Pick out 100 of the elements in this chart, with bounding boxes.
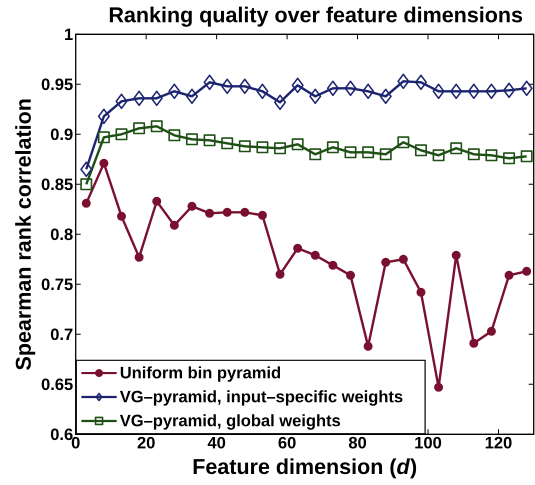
x-tick-label: 0 xyxy=(72,436,80,449)
point xyxy=(362,146,374,158)
point xyxy=(293,244,302,253)
y-tick-label: 0.6 xyxy=(50,428,73,440)
x-tick-label: 120 xyxy=(486,436,512,449)
point xyxy=(116,128,128,140)
point xyxy=(468,148,480,160)
point xyxy=(380,148,392,160)
point xyxy=(344,146,357,158)
point xyxy=(134,252,144,262)
point xyxy=(292,77,304,94)
point xyxy=(310,250,320,260)
point xyxy=(238,78,251,94)
point xyxy=(328,260,338,270)
point xyxy=(432,84,445,100)
point xyxy=(186,133,198,146)
point xyxy=(240,208,250,217)
point xyxy=(274,142,286,154)
legend-label: VG–pyramid, input–specific weights xyxy=(120,390,402,406)
point xyxy=(98,108,110,124)
point xyxy=(398,254,408,264)
legend-label: Uniform bin pyramid xyxy=(120,366,280,382)
point xyxy=(380,88,392,104)
chart-title: Ranking quality over feature dimensions xyxy=(110,6,522,27)
point xyxy=(99,158,108,168)
point xyxy=(256,84,268,100)
point xyxy=(326,80,339,96)
point xyxy=(80,178,92,190)
point xyxy=(485,149,498,162)
point xyxy=(362,84,374,100)
point xyxy=(221,78,234,94)
point xyxy=(416,288,426,297)
point xyxy=(326,141,339,154)
point xyxy=(452,250,461,260)
point xyxy=(504,270,514,280)
point xyxy=(502,82,516,98)
x-tick-label: 100 xyxy=(415,436,442,449)
point xyxy=(309,148,322,160)
point xyxy=(205,208,214,218)
y-tick-label: 0.85 xyxy=(42,178,73,190)
point xyxy=(222,208,232,217)
x-tick-label: 40 xyxy=(208,436,226,449)
point xyxy=(381,258,390,267)
point xyxy=(204,134,216,146)
point xyxy=(434,382,444,392)
point xyxy=(503,152,516,164)
point xyxy=(187,202,196,211)
point xyxy=(292,138,304,150)
point xyxy=(486,326,496,336)
point xyxy=(82,198,91,208)
point xyxy=(258,210,267,220)
x-tick-label: 80 xyxy=(348,436,366,449)
y-tick-label: 0.7 xyxy=(50,328,72,340)
y-tick-label: 0.75 xyxy=(42,278,73,290)
point xyxy=(485,84,498,100)
point xyxy=(274,94,286,110)
point xyxy=(256,141,268,154)
point xyxy=(346,270,356,280)
point xyxy=(204,74,216,90)
point xyxy=(186,88,198,104)
point xyxy=(450,84,462,100)
x-tick-label: 20 xyxy=(138,436,155,449)
y-tick-label: 0.65 xyxy=(42,378,73,390)
point xyxy=(150,90,163,106)
point xyxy=(432,149,445,162)
point xyxy=(414,144,427,156)
point xyxy=(520,80,533,96)
point xyxy=(468,84,480,100)
point xyxy=(522,266,532,276)
point xyxy=(238,140,251,152)
point xyxy=(276,270,285,279)
point xyxy=(168,129,180,142)
point xyxy=(397,136,410,148)
point xyxy=(450,142,462,154)
point xyxy=(117,212,126,221)
y-tick-label: 1 xyxy=(65,28,73,40)
point xyxy=(221,137,234,150)
point xyxy=(344,80,357,96)
point xyxy=(397,73,410,90)
point xyxy=(364,342,373,351)
point xyxy=(520,150,533,162)
x-axis-title: Feature dimension (d) xyxy=(194,458,416,478)
point xyxy=(115,93,128,110)
point xyxy=(152,196,162,206)
point xyxy=(80,161,92,178)
point xyxy=(133,122,146,134)
point xyxy=(414,74,428,90)
y-axis-title: Spearman rank correlation xyxy=(15,99,36,370)
point xyxy=(150,120,163,132)
point xyxy=(168,84,180,100)
point xyxy=(170,220,179,230)
legend-label: VG–pyramid, global weights xyxy=(120,414,340,430)
y-tick-label: 0.95 xyxy=(42,78,73,90)
point xyxy=(469,338,478,348)
point xyxy=(98,131,110,144)
x-tick-label: 60 xyxy=(278,436,296,449)
y-tick-label: 0.8 xyxy=(50,228,73,240)
point xyxy=(133,90,146,106)
point xyxy=(309,88,322,104)
y-tick-label: 0.9 xyxy=(50,128,73,140)
